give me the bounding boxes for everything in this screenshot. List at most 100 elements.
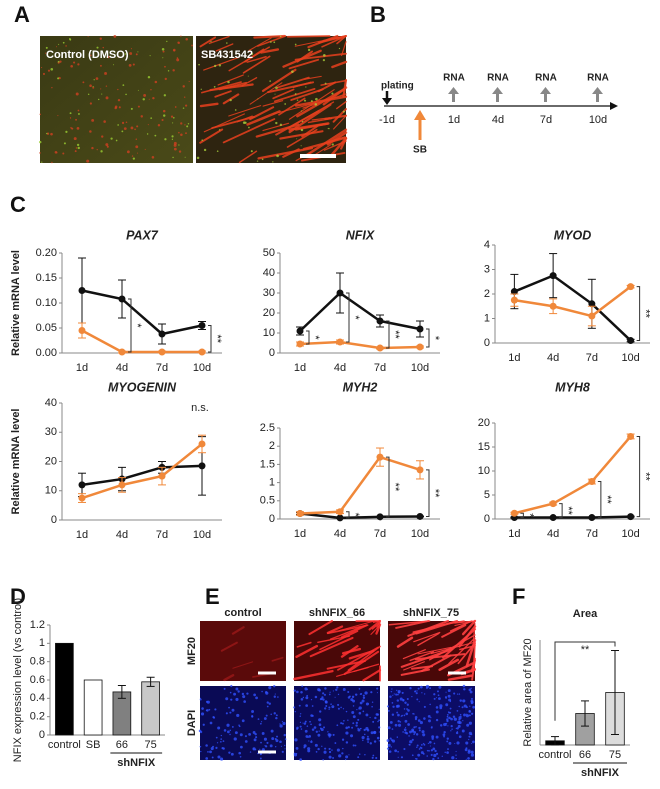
texture <box>361 735 365 740</box>
texture <box>260 721 263 723</box>
texture <box>438 685 442 689</box>
texture <box>329 691 331 693</box>
texture <box>370 691 373 694</box>
y-tick-label: 2 <box>269 440 275 452</box>
texture <box>199 36 217 48</box>
texture <box>409 730 412 734</box>
texture <box>336 35 347 45</box>
texture <box>391 739 396 743</box>
texture <box>255 696 258 700</box>
y-tick-label: 1.2 <box>30 619 45 631</box>
texture <box>272 161 274 163</box>
texture <box>434 749 437 753</box>
x-tick-label: 7d <box>156 362 168 374</box>
significance-bracket <box>306 330 310 345</box>
texture <box>455 757 457 760</box>
texture <box>395 704 399 708</box>
texture <box>358 706 362 710</box>
texture <box>411 696 413 698</box>
point <box>549 302 557 310</box>
texture <box>408 735 410 737</box>
texture <box>171 138 174 140</box>
texture <box>445 722 448 725</box>
texture <box>186 125 189 128</box>
texture <box>300 698 304 701</box>
texture <box>376 687 379 690</box>
texture <box>280 745 283 747</box>
texture <box>242 55 271 74</box>
texture <box>435 718 439 722</box>
bar <box>83 679 103 736</box>
texture <box>357 727 359 730</box>
significance-bracket <box>597 481 602 519</box>
texture <box>403 708 406 710</box>
texture <box>46 132 48 135</box>
texture <box>233 737 237 741</box>
texture <box>136 152 138 154</box>
texture <box>248 733 252 736</box>
panel-label: E <box>205 584 220 609</box>
texture <box>151 156 155 159</box>
texture <box>313 726 317 729</box>
texture <box>276 154 279 158</box>
texture <box>470 733 473 736</box>
timeline-day: 10d <box>589 114 607 126</box>
timeline-day: 4d <box>492 114 504 126</box>
texture <box>445 724 447 727</box>
texture <box>416 698 419 701</box>
texture <box>262 100 284 107</box>
texture <box>322 758 324 761</box>
texture <box>455 731 459 735</box>
texture <box>437 694 440 697</box>
texture <box>470 687 472 690</box>
texture <box>318 723 322 727</box>
texture <box>147 124 149 126</box>
texture <box>431 737 434 740</box>
texture <box>426 749 429 752</box>
texture <box>469 690 473 694</box>
texture <box>362 694 365 697</box>
timeline-label: RNA <box>487 73 509 84</box>
texture <box>364 754 366 756</box>
texture <box>331 705 335 709</box>
texture <box>96 46 99 49</box>
texture <box>293 706 296 709</box>
texture <box>277 696 279 698</box>
texture <box>249 82 283 105</box>
texture <box>252 748 255 750</box>
texture <box>371 705 373 708</box>
texture <box>318 718 322 722</box>
texture <box>172 156 174 159</box>
texture <box>254 748 257 751</box>
texture <box>92 86 94 88</box>
texture <box>391 688 393 690</box>
texture <box>414 653 466 661</box>
y-tick-label: 15 <box>478 441 490 453</box>
texture <box>456 727 459 730</box>
texture <box>301 685 304 688</box>
y-tick-label: 20 <box>45 455 57 467</box>
texture <box>261 748 265 752</box>
significance-bracket <box>386 320 390 349</box>
texture <box>369 742 372 745</box>
texture <box>261 732 265 735</box>
texture <box>345 731 349 735</box>
texture <box>435 735 439 739</box>
texture <box>404 719 408 723</box>
texture <box>377 720 379 723</box>
timeline-label: plating <box>381 81 414 92</box>
texture <box>432 747 436 751</box>
texture <box>378 740 381 742</box>
texture <box>110 137 113 140</box>
texture <box>319 727 322 730</box>
significance: ** <box>429 489 441 498</box>
texture <box>142 98 145 101</box>
texture <box>230 684 233 688</box>
texture <box>436 690 439 693</box>
texture <box>279 35 282 38</box>
texture <box>143 94 147 97</box>
texture <box>465 758 467 760</box>
texture <box>451 728 453 730</box>
texture <box>68 37 71 40</box>
timeline <box>382 87 618 140</box>
